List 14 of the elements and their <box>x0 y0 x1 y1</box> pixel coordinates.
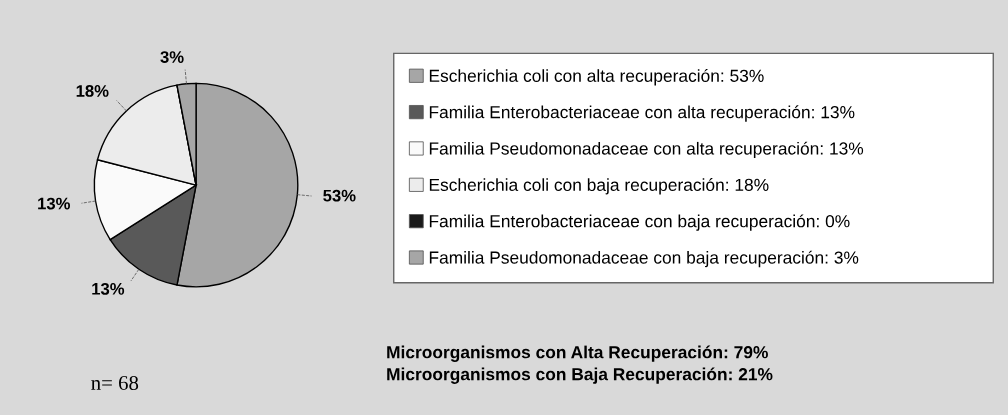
legend-label: Escherichia coli con baja recuperación: 18% <box>429 178 769 195</box>
data-label: 13% <box>38 197 70 210</box>
legend-label: Familia Pseudomonadaceae con alta recuperación: 13% <box>429 141 864 159</box>
legend-label: Familia Enterobacteriaceae con baja recuperación: 0% <box>429 214 850 231</box>
text: Microorganismos con Alta Recuperación: 79% <box>387 345 768 362</box>
data-label: 3% <box>160 51 184 63</box>
legend-label: Escherichia coli con alta recuperación: 53% <box>429 69 764 86</box>
legend-label: Familia Pseudomonadaceae con baja recuperación: 3% <box>429 250 859 268</box>
data-label: 53% <box>323 189 356 202</box>
text: n= 68 <box>91 375 139 391</box>
data-label: 18% <box>76 85 109 97</box>
legend-label: Familia Enterobacteriaceae con alta recuperación: 13% <box>429 105 855 122</box>
data-label: 13% <box>92 282 125 295</box>
text: Microorganismos con Baja Recuperación: 21% <box>387 367 773 384</box>
